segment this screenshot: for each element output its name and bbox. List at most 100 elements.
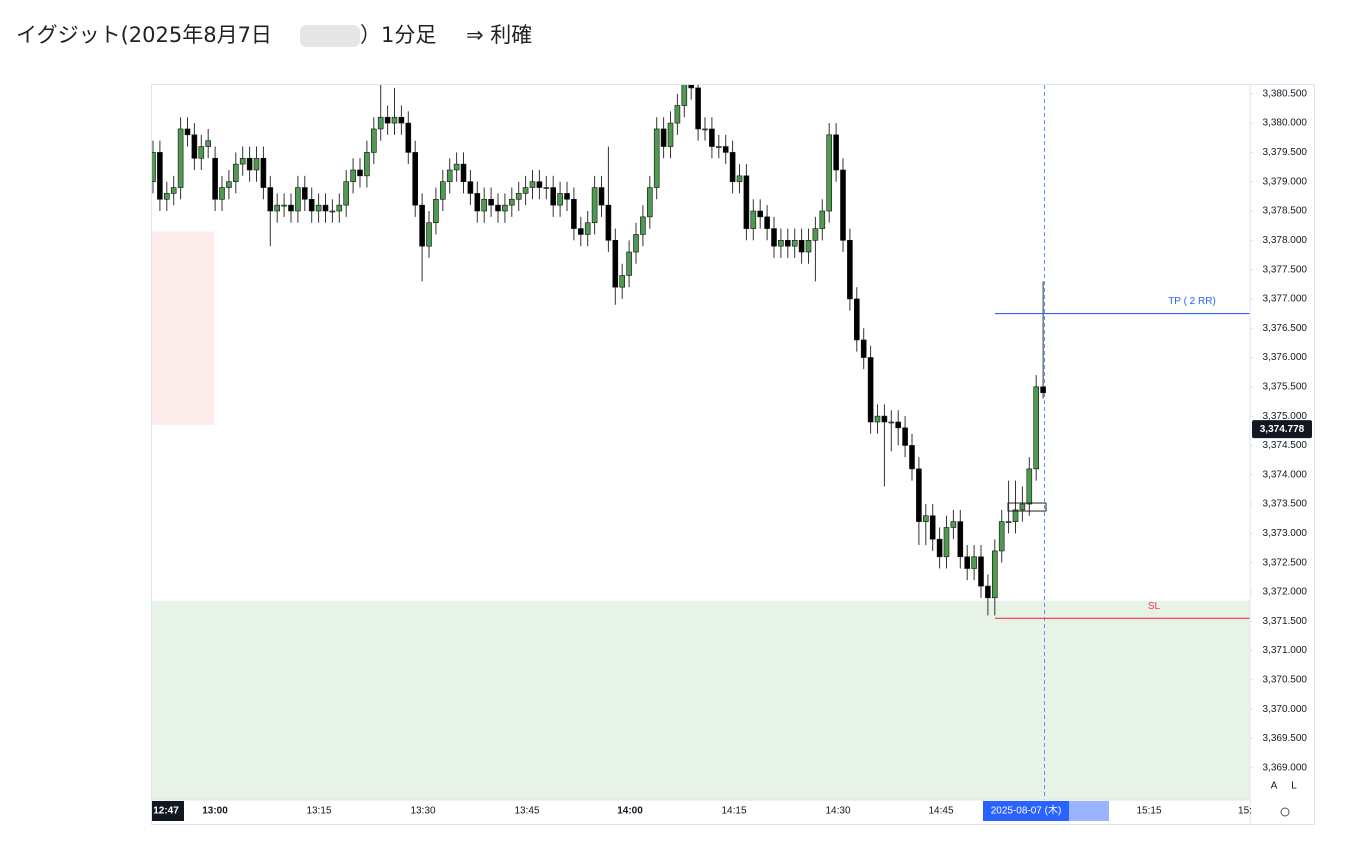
candle-body xyxy=(591,187,598,224)
candle-body xyxy=(833,134,839,171)
candle-body xyxy=(274,204,281,212)
candle-body xyxy=(764,216,770,229)
candle-body xyxy=(170,187,177,194)
candle-body xyxy=(736,175,743,183)
x-tick-label: 14:00 xyxy=(617,806,643,817)
candle-body xyxy=(281,204,287,207)
candle-body xyxy=(626,251,632,276)
candle-body xyxy=(950,521,957,528)
candle-body xyxy=(398,116,405,124)
candle-body xyxy=(446,169,453,183)
y-tick-label: 3,377.500 xyxy=(1263,264,1308,275)
candle-body xyxy=(336,204,343,212)
candle-body xyxy=(239,157,246,165)
candle-body xyxy=(771,228,777,247)
candle-body xyxy=(364,152,370,177)
candle-body xyxy=(709,128,715,147)
candle-body xyxy=(536,181,543,188)
x-tick-label: 13:45 xyxy=(514,806,539,817)
candle-body xyxy=(1012,509,1019,522)
candle-body xyxy=(936,538,943,558)
candle-body xyxy=(253,157,260,171)
level-label: TP ( 2 RR) xyxy=(1168,296,1216,307)
candle-body xyxy=(467,181,474,194)
candle-body xyxy=(695,87,701,130)
candle-body xyxy=(874,415,881,423)
candle-body xyxy=(205,140,211,147)
candle-body xyxy=(619,275,626,288)
candle-body xyxy=(791,240,798,247)
candle-body xyxy=(329,210,336,213)
candle-body xyxy=(405,122,412,153)
candle-body xyxy=(798,240,805,253)
candle-body xyxy=(805,240,812,253)
candle-body xyxy=(529,181,536,188)
candle-body xyxy=(1026,468,1033,505)
y-tick-label: 3,376.500 xyxy=(1263,323,1308,334)
candle-body xyxy=(288,204,294,212)
candle-body xyxy=(233,163,239,183)
candle-body xyxy=(916,468,922,522)
candle-body xyxy=(157,152,163,200)
scale-button[interactable]: A xyxy=(1271,781,1278,792)
candle-body xyxy=(929,515,936,540)
candle-body xyxy=(653,128,660,188)
candle-body xyxy=(412,152,419,206)
x-start-tag xyxy=(152,801,184,821)
x-tick-label: 15:15 xyxy=(1136,806,1161,817)
candle-body xyxy=(543,187,550,189)
candle-body xyxy=(674,105,681,124)
candle-body xyxy=(847,240,853,300)
candle-body xyxy=(688,85,695,89)
candle-body xyxy=(895,421,902,429)
candle-body xyxy=(308,198,315,212)
y-tick-label: 3,379.500 xyxy=(1263,147,1308,158)
candle-body xyxy=(985,585,991,599)
candle-body xyxy=(522,187,529,194)
candle-body xyxy=(729,152,736,183)
y-tick-label: 3,371.000 xyxy=(1263,645,1308,656)
candle-body xyxy=(778,240,784,247)
plot xyxy=(152,85,1250,800)
candle-body xyxy=(757,210,764,218)
y-tick-label: 3,372.000 xyxy=(1263,587,1308,598)
candle-body xyxy=(660,128,667,147)
y-tick-label: 3,371.500 xyxy=(1263,616,1308,627)
candle-body xyxy=(315,204,322,212)
candle-body xyxy=(184,128,191,136)
x-tick-label: 2025-08-07 (木) xyxy=(991,805,1062,817)
scale-button[interactable]: L xyxy=(1291,781,1297,792)
y-tick-label: 3,377.000 xyxy=(1263,294,1308,305)
y-tick-label: 3,374.500 xyxy=(1263,440,1308,451)
candle-body xyxy=(860,339,867,358)
title-sub: ）1分足 xyxy=(360,23,436,47)
candle-body xyxy=(488,198,494,206)
candle-body xyxy=(495,204,501,212)
candle-body xyxy=(350,169,356,183)
candle-body xyxy=(1040,386,1046,393)
x-tick-label: 14:45 xyxy=(928,806,953,817)
candle-body xyxy=(564,193,570,200)
last-price-tag xyxy=(1252,420,1312,439)
candle-body xyxy=(260,157,267,188)
candle-body xyxy=(439,181,446,200)
x-tick-label: 12:47 xyxy=(153,806,179,817)
y-tick-label: 3,369.000 xyxy=(1263,762,1308,773)
candle-body xyxy=(164,193,170,200)
candle-body xyxy=(881,415,888,423)
candle-body xyxy=(357,169,363,177)
settings-button[interactable] xyxy=(1280,807,1290,817)
x-tick-label: 14:15 xyxy=(721,806,746,817)
candle-body xyxy=(391,116,398,124)
candle-body xyxy=(426,222,432,247)
candle-body xyxy=(853,298,860,341)
candle-body xyxy=(301,187,308,200)
y-tick-label: 3,373.000 xyxy=(1263,528,1308,539)
y-tick-label: 3,380.500 xyxy=(1263,88,1308,99)
y-tick-label: 3,375.500 xyxy=(1263,381,1308,392)
level-label: SL xyxy=(1148,601,1161,612)
y-tick-label: 3,369.500 xyxy=(1263,733,1308,744)
candle-body xyxy=(177,128,184,188)
candle-body xyxy=(612,240,619,288)
